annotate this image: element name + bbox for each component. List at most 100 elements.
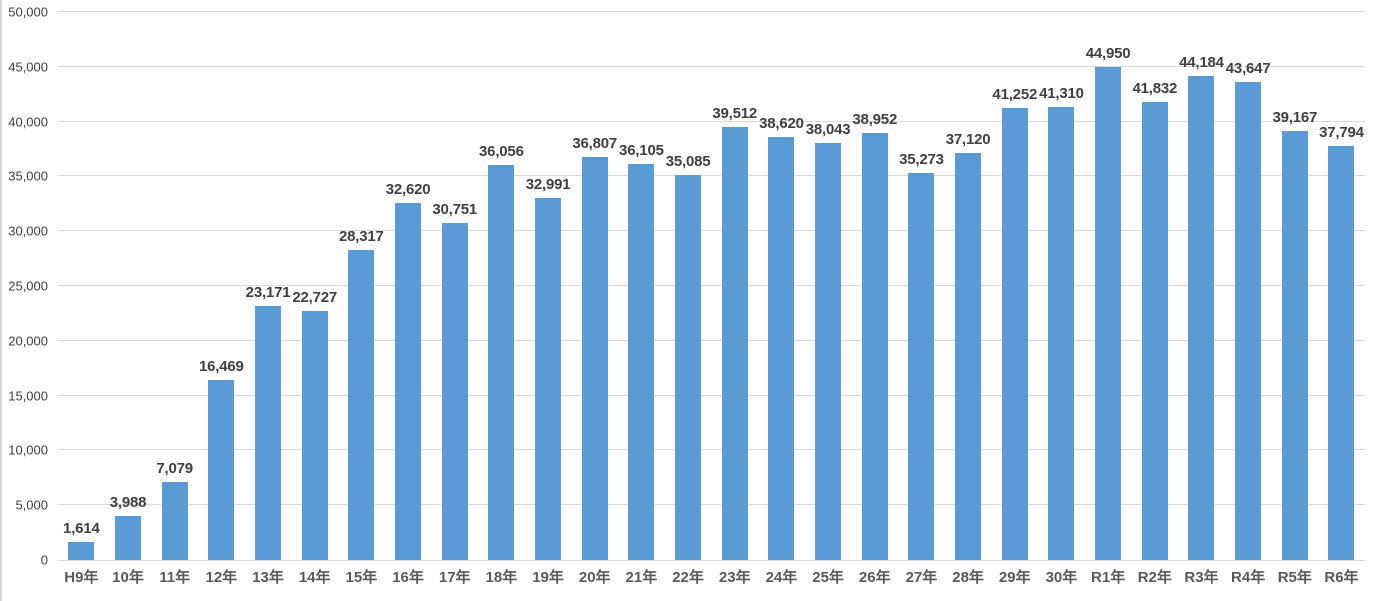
value-label: 44,184 bbox=[1179, 53, 1224, 71]
bar-12年 bbox=[208, 379, 235, 560]
y-axis-tick-label: 40,000 bbox=[8, 114, 48, 130]
gridline bbox=[58, 11, 1365, 12]
bar-15年 bbox=[348, 249, 375, 560]
bar-slot: 41,310 bbox=[1038, 12, 1085, 560]
gridline bbox=[58, 175, 1365, 177]
y-axis-tick-label: 15,000 bbox=[8, 388, 48, 404]
x-axis-tick-label: 16年 bbox=[392, 569, 424, 586]
x-axis-tick-label: R6年 bbox=[1324, 569, 1359, 586]
x-axis-tick-label: R1年 bbox=[1091, 569, 1126, 586]
y-axis-tick-label: 0 bbox=[40, 552, 48, 568]
bar-27年 bbox=[908, 173, 935, 560]
x-axis-tick-label: 26年 bbox=[858, 569, 891, 586]
value-label: 35,085 bbox=[665, 153, 711, 171]
value-label: 36,807 bbox=[572, 134, 618, 152]
plot-area bbox=[58, 11, 1365, 561]
y-axis-tick-label: 50,000 bbox=[8, 4, 48, 20]
x-axis-tick-label: H9年 bbox=[64, 569, 99, 586]
value-label: 41,832 bbox=[1132, 79, 1178, 97]
bar-19年 bbox=[535, 198, 562, 560]
x-axis-tick-label: 28年 bbox=[952, 569, 984, 586]
y-axis-tick-label: 35,000 bbox=[8, 168, 48, 184]
x-axis-tick-label: 15年 bbox=[345, 569, 378, 586]
gridline bbox=[58, 339, 1365, 341]
bar-23年 bbox=[721, 126, 748, 560]
bar-slot: 1,614 bbox=[58, 12, 105, 560]
x-axis: H9年 10年 11年 12年 13年 14年 15年 16年 17年 18年 19年 20年 21年 2… bbox=[58, 566, 1365, 587]
bar-slot: 37,120 bbox=[945, 12, 992, 560]
value-label: 1,614 bbox=[63, 520, 100, 538]
bar-slot: 23,171 bbox=[245, 12, 292, 560]
bar-R3年 bbox=[1188, 75, 1215, 560]
bar-H9年 bbox=[68, 542, 95, 560]
value-label: 36,105 bbox=[619, 142, 664, 160]
bar-slot: 44,950 bbox=[1085, 12, 1132, 560]
bar-slot: 41,832 bbox=[1131, 12, 1178, 560]
x-axis-tick-label: 22年 bbox=[672, 569, 704, 586]
gridline bbox=[58, 120, 1365, 122]
bar-14年 bbox=[301, 310, 328, 560]
bar-slot: 36,807 bbox=[571, 12, 618, 560]
bar-16年 bbox=[395, 202, 422, 560]
bar-21年 bbox=[628, 164, 655, 560]
x-axis-tick-label: 12年 bbox=[205, 569, 238, 586]
value-label: 3,988 bbox=[109, 494, 147, 512]
bar-slot: 30,751 bbox=[431, 12, 478, 560]
gridline bbox=[58, 394, 1365, 396]
bar-R5年 bbox=[1281, 130, 1308, 560]
bar-20年 bbox=[581, 156, 608, 560]
bar-17年 bbox=[441, 222, 468, 560]
gridline bbox=[58, 230, 1365, 232]
value-label: 35,273 bbox=[899, 151, 944, 169]
x-axis-tick-label: 19年 bbox=[532, 569, 564, 586]
y-axis: 0 5,000 10,000 15,000 20,000 25,000 30,000 35,0… bbox=[0, 5, 48, 568]
x-axis-tick-label: 14年 bbox=[298, 569, 331, 586]
value-label: 39,512 bbox=[712, 104, 758, 122]
value-label: 39,167 bbox=[1272, 108, 1318, 126]
x-axis-tick-label: 11年 bbox=[159, 569, 191, 586]
bar-slot: 37,794 bbox=[1318, 12, 1365, 560]
x-axis-tick-label: 23年 bbox=[718, 569, 751, 586]
gridline bbox=[58, 65, 1365, 67]
value-label: 41,310 bbox=[1039, 85, 1084, 103]
value-label: 38,952 bbox=[852, 111, 898, 129]
bar-13年 bbox=[255, 306, 282, 560]
y-axis-tick-label: 10,000 bbox=[8, 442, 48, 458]
x-axis-tick-label: R3年 bbox=[1184, 569, 1219, 586]
gridline bbox=[58, 285, 1365, 286]
bar-slot: 38,620 bbox=[758, 12, 805, 560]
x-axis-tick-label: 13年 bbox=[252, 569, 284, 586]
value-label: 30,751 bbox=[432, 200, 478, 218]
x-axis-tick-label: R2年 bbox=[1137, 569, 1172, 586]
value-label: 22,727 bbox=[292, 288, 338, 306]
bar-30年 bbox=[1048, 107, 1075, 560]
bar-28年 bbox=[955, 153, 982, 560]
y-axis-tick-label: 5,000 bbox=[15, 497, 48, 513]
x-axis-tick-label: 29年 bbox=[998, 569, 1031, 586]
value-label: 37,794 bbox=[1319, 123, 1364, 141]
y-axis-tick-label: 25,000 bbox=[8, 278, 48, 294]
x-axis-tick-label: 27年 bbox=[905, 569, 938, 586]
value-label: 37,120 bbox=[945, 131, 991, 149]
bar-22年 bbox=[675, 175, 702, 560]
gridline bbox=[58, 504, 1365, 506]
bar-11年 bbox=[161, 482, 188, 560]
bar-slot: 35,273 bbox=[898, 12, 945, 560]
value-label: 32,991 bbox=[525, 176, 571, 194]
value-label: 7,079 bbox=[156, 460, 193, 478]
bar-slot: 43,647 bbox=[1225, 12, 1272, 560]
bar-R4年 bbox=[1235, 81, 1262, 560]
bar-slot: 22,727 bbox=[291, 12, 338, 560]
bar-slot: 32,991 bbox=[525, 12, 572, 560]
bar-R2年 bbox=[1141, 101, 1168, 560]
value-label: 38,620 bbox=[759, 114, 804, 132]
bar-slot: 7,079 bbox=[151, 12, 198, 560]
bar-slot: 32,620 bbox=[385, 12, 432, 560]
x-axis-tick-label: 20年 bbox=[578, 569, 611, 586]
bar-slot: 38,043 bbox=[805, 12, 852, 560]
bar-slot: 38,952 bbox=[851, 12, 898, 560]
y-axis-tick-label: 30,000 bbox=[8, 223, 48, 239]
bar-R6年 bbox=[1328, 145, 1355, 560]
bar-25年 bbox=[815, 143, 842, 560]
x-axis-line bbox=[58, 560, 1365, 561]
